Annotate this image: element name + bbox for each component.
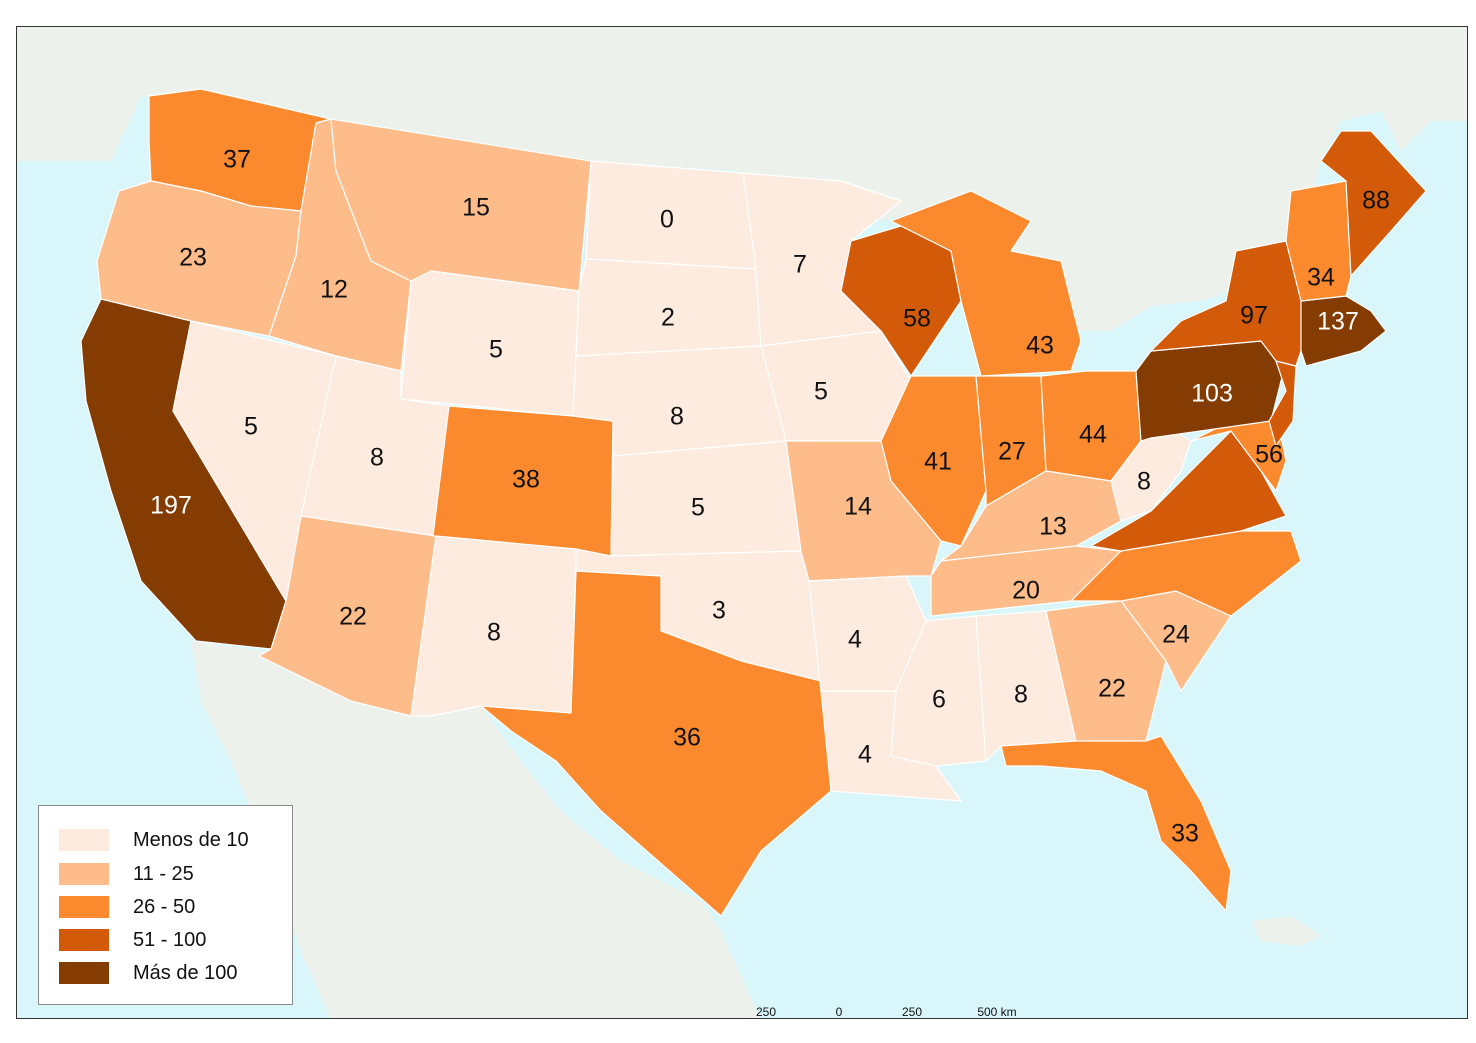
label-IN: 27 [998,438,1026,466]
label-ND: 0 [660,206,674,234]
label-MD: 56 [1255,441,1283,469]
map-frame: 37 23 197 5 12 15 5 8 22 38 8 0 2 8 5 3 … [16,26,1468,1019]
legend-item: 11 - 25 [59,862,289,888]
state-labels-layer: 37 23 197 5 12 15 5 8 22 38 8 0 2 8 5 3 … [150,146,1390,848]
label-KS: 5 [691,494,705,522]
label-LA: 4 [858,741,872,769]
legend-swatch [59,896,109,918]
label-ME: 88 [1362,187,1390,215]
label-WI: 58 [903,305,931,333]
label-GA: 22 [1098,675,1126,703]
label-TX: 36 [673,724,701,752]
state-MI [890,190,1082,377]
state-ME [1320,130,1427,277]
florida-sea-islands [1251,916,1321,946]
legend-item: Más de 100 [59,961,289,987]
label-IA: 5 [814,378,828,406]
label-TN: 20 [1012,577,1040,605]
label-AZ: 22 [339,603,367,631]
label-NM: 8 [487,619,501,647]
scale-label-zero: 0 [835,1005,843,1019]
label-OK: 3 [712,597,726,625]
label-WA: 37 [223,146,251,174]
legend-swatch [59,829,109,851]
scale-label-left: 250 [755,1005,777,1019]
label-PA: 103 [1191,380,1233,408]
state-TX [480,570,832,917]
legend: Menos de 10 11 - 25 26 - 50 51 - 100 Más… [38,805,293,1005]
legend-item: 26 - 50 [59,895,289,921]
legend-label: 51 - 100 [133,929,207,951]
label-IL: 41 [924,448,952,476]
legend-label: Más de 100 [133,962,238,984]
scale-label-mid: 250 [901,1005,923,1019]
legend-swatch [59,929,109,951]
label-FL: 33 [1171,820,1199,848]
label-NE: 8 [670,403,684,431]
states-layer [80,88,1427,917]
label-WY: 5 [489,336,503,364]
label-MO: 14 [844,493,872,521]
label-SD: 2 [661,304,675,332]
label-CO: 38 [512,466,540,494]
state-FL [1000,735,1232,912]
legend-label: 26 - 50 [133,896,196,918]
state-NE_NE [1300,295,1387,367]
label-WV: 8 [1137,468,1151,496]
map-canvas: 37 23 197 5 12 15 5 8 22 38 8 0 2 8 5 3 … [17,27,1467,1018]
label-UT: 8 [370,444,384,472]
label-OR: 23 [179,244,207,272]
label-NY: 97 [1240,302,1268,330]
legend-swatch [59,962,109,984]
state-KY [940,470,1122,562]
label-AR: 4 [848,626,862,654]
label-NV: 5 [244,413,258,441]
label-KY: 13 [1039,513,1067,541]
state-WY [400,270,580,417]
label-MT: 15 [462,194,490,222]
label-MN: 7 [793,251,807,279]
label-OH: 44 [1079,421,1107,449]
label-MI: 43 [1026,332,1054,360]
legend-label: Menos de 10 [133,829,249,851]
scale-bar: 250 0 250 500 km [752,1005,1042,1019]
state-GA [1045,600,1167,742]
state-KS [610,440,802,557]
label-ID: 12 [320,276,348,304]
mexico-land [191,641,761,1018]
legend-label: 11 - 25 [133,863,194,885]
label-NE_NE: 137 [1317,308,1359,336]
scale-label-right: 500 km [977,1005,1017,1019]
canada-land [17,27,1467,331]
label-MS: 6 [932,686,946,714]
label-AL: 8 [1014,681,1028,709]
legend-swatch [59,863,109,885]
label-VT_NH: 34 [1307,264,1335,292]
legend-item: 51 - 100 [59,928,289,954]
label-SC: 24 [1162,621,1190,649]
legend-item: Menos de 10 [59,828,289,854]
label-CA: 197 [150,492,192,520]
